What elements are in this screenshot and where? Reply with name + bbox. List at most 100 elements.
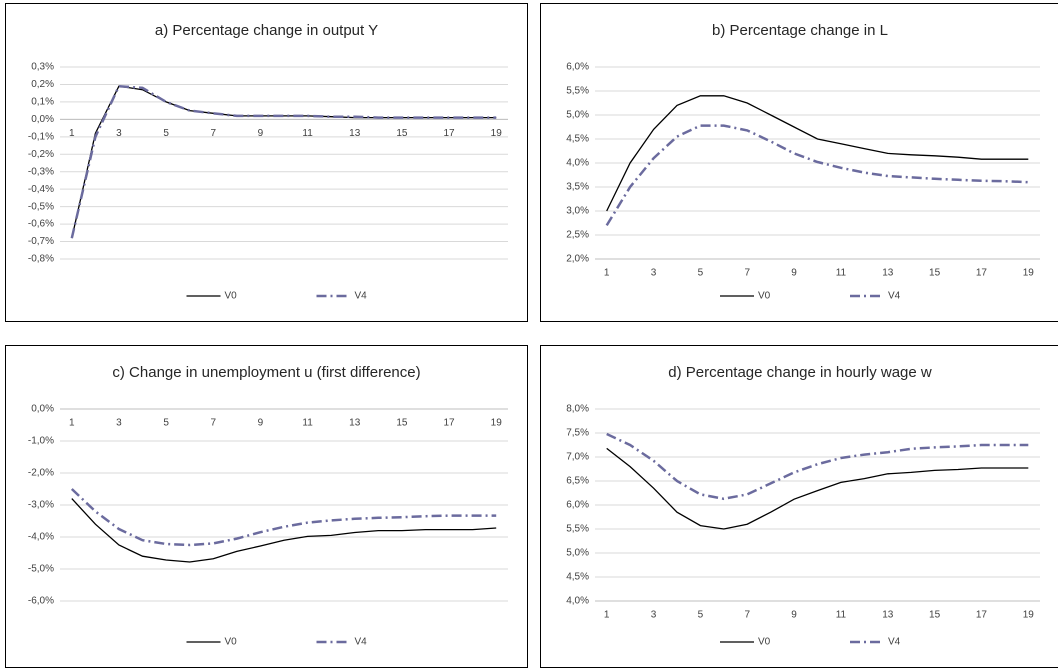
x-tick-label: 1 — [69, 128, 75, 139]
x-tick-label: 7 — [744, 268, 750, 279]
y-tick-label: -0,7% — [28, 236, 54, 247]
y-tick-label: -0,4% — [28, 184, 54, 195]
y-tick-label: 5,0% — [566, 548, 589, 559]
series-line — [71, 85, 497, 239]
chart-title: c) Change in unemployment u (first diffe… — [112, 364, 420, 381]
chart-title: a) Percentage change in output Y — [155, 22, 378, 39]
y-tick-label: 8,0% — [566, 404, 589, 415]
x-tick-label: 7 — [210, 418, 216, 429]
x-tick-label: 9 — [791, 610, 797, 621]
x-tick-label: 11 — [836, 610, 847, 621]
y-tick-label: 0,3% — [31, 62, 54, 73]
y-tick-label: 4,0% — [566, 158, 589, 169]
y-tick-label: -5,0% — [28, 564, 54, 575]
y-tick-label: 2,0% — [566, 254, 589, 265]
x-tick-label: 17 — [443, 418, 455, 429]
y-tick-label: -3,0% — [28, 500, 54, 511]
legend-label: V4 — [888, 637, 901, 648]
series-line — [606, 447, 1029, 530]
y-tick-label: 6,5% — [566, 476, 589, 487]
legend-label: V0 — [225, 637, 238, 648]
x-tick-label: 19 — [1023, 268, 1035, 279]
x-tick-label: 7 — [744, 610, 750, 621]
legend-label: V0 — [225, 291, 238, 302]
x-tick-label: 15 — [929, 268, 941, 279]
x-tick-label: 9 — [258, 128, 264, 139]
panel — [540, 345, 1058, 668]
x-tick-label: 3 — [651, 610, 657, 621]
series-line — [606, 95, 1029, 212]
y-tick-label: 0,0% — [31, 404, 54, 415]
panel — [5, 345, 528, 668]
x-tick-label: 5 — [163, 128, 169, 139]
y-tick-label: 7,5% — [566, 428, 589, 439]
series-line — [605, 124, 1029, 227]
y-tick-label: -1,0% — [28, 436, 54, 447]
y-tick-label: 0,1% — [31, 97, 54, 108]
x-tick-label: 1 — [604, 268, 610, 279]
x-tick-label: 19 — [491, 128, 503, 139]
x-tick-label: 11 — [302, 128, 313, 139]
panel — [5, 3, 528, 322]
x-tick-label: 5 — [698, 610, 704, 621]
y-tick-label: 6,0% — [566, 62, 589, 73]
y-tick-label: 2,5% — [566, 230, 589, 241]
y-tick-label: 3,5% — [566, 182, 589, 193]
y-tick-label: -0,5% — [28, 201, 54, 212]
x-tick-label: 15 — [396, 128, 408, 139]
y-tick-label: 5,5% — [566, 524, 589, 535]
y-tick-label: -4,0% — [28, 532, 54, 543]
y-tick-label: -0,3% — [28, 166, 54, 177]
y-tick-label: 4,0% — [566, 596, 589, 607]
y-tick-label: 0,0% — [31, 114, 54, 125]
series-line — [71, 498, 497, 563]
y-tick-label: 5,0% — [566, 110, 589, 121]
y-tick-label: 0,2% — [31, 79, 54, 90]
x-tick-label: 1 — [69, 418, 75, 429]
x-tick-label: 17 — [443, 128, 455, 139]
x-tick-label: 11 — [302, 418, 313, 429]
x-tick-label: 13 — [349, 128, 361, 139]
x-tick-label: 5 — [698, 268, 704, 279]
legend-label: V4 — [888, 291, 901, 302]
chart-title: b) Percentage change in L — [712, 22, 888, 39]
x-tick-label: 1 — [604, 610, 610, 621]
y-tick-label: 7,0% — [566, 452, 589, 463]
x-tick-label: 7 — [210, 128, 216, 139]
x-tick-label: 17 — [976, 610, 988, 621]
y-tick-label: -0,2% — [28, 149, 54, 160]
x-tick-label: 9 — [791, 268, 797, 279]
x-tick-label: 19 — [1023, 610, 1035, 621]
x-tick-label: 19 — [491, 418, 503, 429]
series-line — [70, 84, 497, 239]
x-tick-label: 15 — [396, 418, 408, 429]
y-tick-label: -0,6% — [28, 219, 54, 230]
x-tick-label: 13 — [349, 418, 361, 429]
x-tick-label: 3 — [651, 268, 657, 279]
y-tick-label: -0,8% — [28, 254, 54, 265]
x-tick-label: 9 — [258, 418, 264, 429]
legend-label: V0 — [758, 291, 771, 302]
x-tick-label: 13 — [882, 268, 894, 279]
x-tick-label: 17 — [976, 268, 988, 279]
series-line — [70, 488, 497, 547]
y-tick-label: 3,0% — [566, 206, 589, 217]
y-tick-label: -6,0% — [28, 596, 54, 607]
x-tick-label: 11 — [836, 268, 847, 279]
y-tick-label: -0,1% — [28, 131, 54, 142]
legend-label: V0 — [758, 637, 771, 648]
legend-label: V4 — [355, 291, 368, 302]
x-tick-label: 5 — [163, 418, 169, 429]
y-tick-label: 4,5% — [566, 134, 589, 145]
y-tick-label: 5,5% — [566, 86, 589, 97]
x-tick-label: 13 — [882, 610, 894, 621]
chart-title: d) Percentage change in hourly wage w — [668, 364, 932, 381]
y-tick-label: -2,0% — [28, 468, 54, 479]
x-tick-label: 15 — [929, 610, 941, 621]
x-tick-label: 3 — [116, 418, 122, 429]
y-tick-label: 6,0% — [566, 500, 589, 511]
legend-label: V4 — [355, 637, 368, 648]
series-line — [606, 432, 1029, 501]
y-tick-label: 4,5% — [566, 572, 589, 583]
